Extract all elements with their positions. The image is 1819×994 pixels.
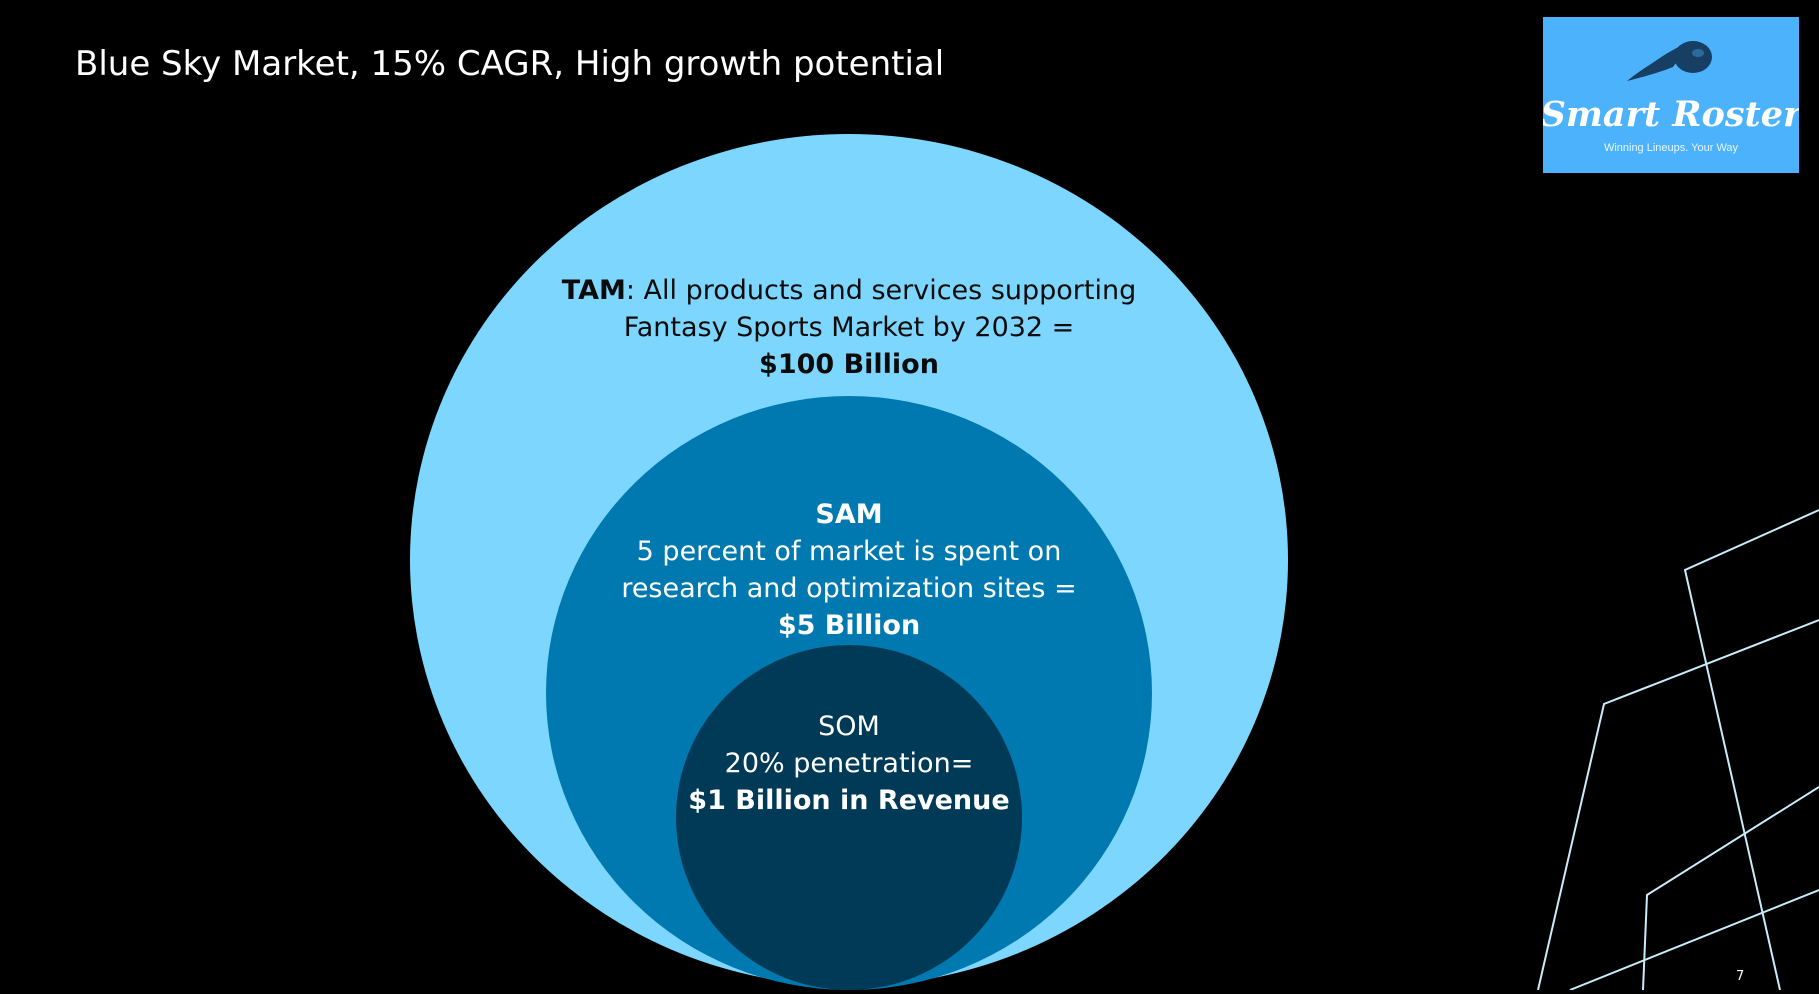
tam-line-1: TAM: All products and services supportin… <box>540 272 1158 309</box>
slide-title: Blue Sky Market, 15% CAGR, High growth p… <box>75 44 945 84</box>
tam-value: $100 Billion <box>759 349 939 380</box>
page-number: 7 <box>1736 969 1745 984</box>
deco-line-4 <box>1569 889 1819 991</box>
tam-description-line-2: Fantasy Sports Market by 2032 = <box>623 312 1075 343</box>
som-description: 20% penetration= <box>724 748 974 779</box>
tam-text: TAM: All products and services supportin… <box>540 272 1158 383</box>
smart-roster-logo: Smart Roster Winning Lineups. Your Way <box>1543 17 1799 173</box>
som-circle <box>676 645 1022 990</box>
som-value: $1 Billion in Revenue <box>688 785 1010 816</box>
sam-label: SAM <box>815 499 883 530</box>
comet-icon <box>1627 41 1712 81</box>
tam-description-line-1: : All products and services supporting <box>625 275 1137 306</box>
som-label: SOM <box>818 711 880 742</box>
deco-line-1 <box>1683 509 1819 991</box>
deco-line-3 <box>1642 786 1819 991</box>
deco-line-2 <box>1537 619 1819 991</box>
tam-label: TAM <box>561 275 626 306</box>
decorative-lines <box>1530 500 1819 994</box>
sam-description-line-2: research and optimization sites = <box>621 573 1077 604</box>
som-text: SOM 20% penetration= $1 Billion in Reven… <box>676 708 1022 819</box>
logo-tagline: Winning Lineups. Your Way <box>1604 142 1739 154</box>
sam-description-line-1: 5 percent of market is spent on <box>636 536 1062 567</box>
logo-background <box>1543 17 1799 173</box>
logo-brand-name: Smart Roster <box>1543 94 1799 135</box>
sam-text: SAM 5 percent of market is spent on rese… <box>600 496 1098 644</box>
sam-value: $5 Billion <box>777 610 921 641</box>
